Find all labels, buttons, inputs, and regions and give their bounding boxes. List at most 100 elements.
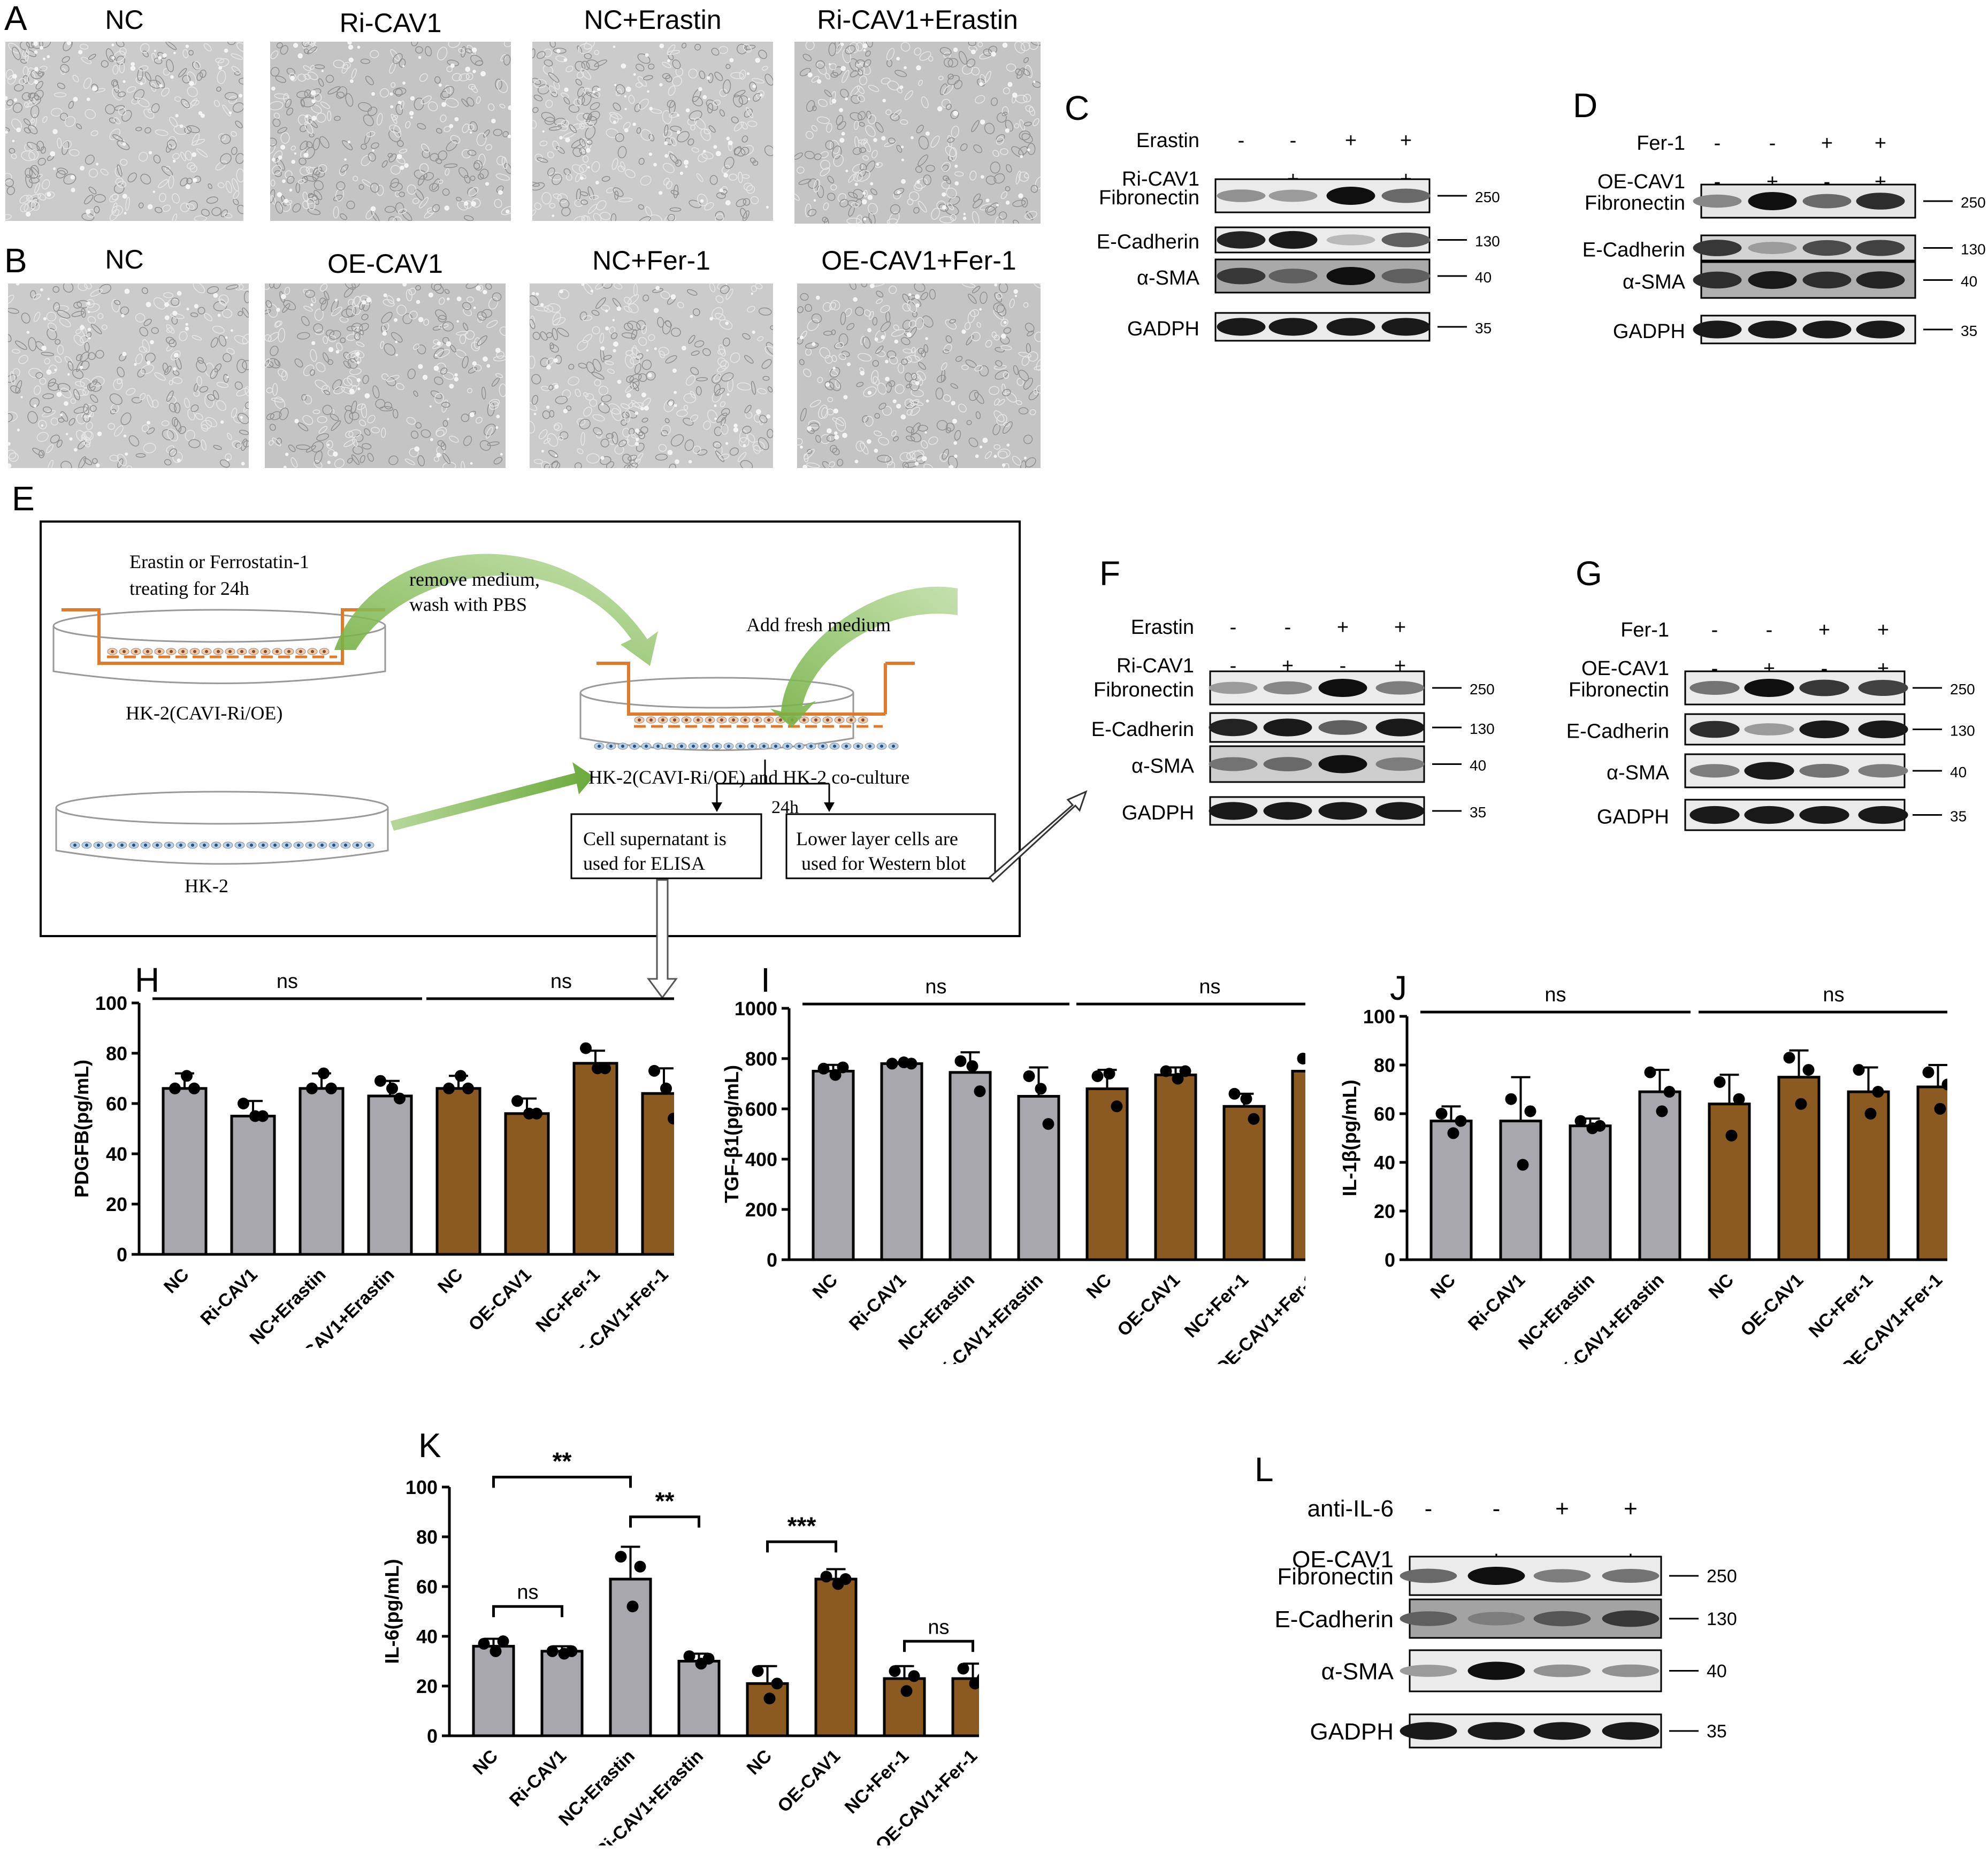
protein-label: Fibronectin: [1277, 1564, 1394, 1590]
data-point: [1517, 1159, 1529, 1171]
data-point: [462, 1082, 474, 1094]
data-point: [257, 1110, 269, 1122]
data-point: [1228, 1087, 1241, 1100]
dish-2: [55, 791, 389, 865]
data-point: [634, 1560, 646, 1573]
blot-band: [1400, 1722, 1457, 1740]
box-elisa: [570, 813, 762, 879]
mw-marker: 40: [1707, 1661, 1727, 1682]
treatment-sign: -: [1493, 1496, 1501, 1522]
mw-marker: 35: [1950, 808, 1967, 825]
cells-image: [794, 42, 1041, 224]
protein-label: E-Cadherin: [1582, 239, 1685, 262]
mw-marker: 40: [1470, 757, 1486, 774]
x-tick-label: Ri-CAV1: [506, 1746, 570, 1811]
bar: [230, 1115, 276, 1256]
blot-band: [1318, 679, 1367, 697]
box-western: [785, 813, 996, 879]
blot-band: [1744, 679, 1794, 697]
micrograph-a-nc-erastin: [532, 42, 773, 221]
cells-image: [530, 284, 773, 468]
bar: [812, 1070, 855, 1261]
data-point: [1644, 1066, 1656, 1078]
text-fresh: Add fresh medium: [746, 614, 891, 635]
data-point: [580, 1042, 592, 1054]
cells-image: [532, 42, 773, 221]
blot-band: [1858, 680, 1908, 696]
significance-label: ***: [787, 1512, 816, 1539]
text-step1-line1: Erastin or Ferrostatin-1: [129, 551, 309, 572]
bar: [814, 1577, 858, 1737]
data-point: [1248, 1113, 1260, 1125]
bar: [367, 1094, 413, 1256]
blot-band: [1318, 720, 1367, 735]
y-tick-label: 80: [416, 1526, 438, 1548]
text-arrow1-line2: wash with PBS: [409, 594, 527, 615]
blot-band: [1375, 681, 1425, 695]
dish-1: [52, 608, 386, 684]
arrow-green-3: [391, 762, 594, 831]
blot-band: [1375, 757, 1425, 771]
text-box1-line2: used for ELISA: [583, 853, 705, 874]
bar: [472, 1645, 515, 1737]
bar: [540, 1650, 584, 1737]
x-tick-label: Ri-CAV1+Erastin: [591, 1746, 707, 1845]
data-point: [1103, 1068, 1115, 1080]
treatment-sign: +: [1877, 619, 1889, 641]
schematic-frame: [40, 520, 1021, 937]
blot-band: [1400, 1611, 1457, 1626]
data-point: [829, 1069, 842, 1081]
mw-marker: 35: [1470, 804, 1486, 821]
blot-band: [1602, 1664, 1660, 1677]
micrograph-a-ri-cav1-erastin: [794, 42, 1041, 224]
blot-band: [1318, 802, 1367, 820]
data-point: [565, 1645, 578, 1657]
significance-label: **: [655, 1487, 675, 1515]
y-tick-label: 40: [106, 1143, 127, 1165]
significance-bracket: [903, 1640, 974, 1652]
blot-band: [1856, 320, 1905, 339]
significance-bracket: [766, 1540, 837, 1553]
data-point: [546, 1645, 559, 1657]
blot-band: [1602, 1610, 1660, 1627]
text-dish1: HK-2(CAVI-Ri/OE): [126, 702, 282, 724]
data-point: [908, 1670, 920, 1682]
text-dish2: HK-2: [185, 875, 228, 897]
data-point: [771, 1677, 783, 1690]
data-point: [374, 1075, 386, 1087]
treatment-sign: +: [1821, 132, 1833, 155]
text-arrow1-line1: remove medium,: [409, 569, 540, 590]
data-point: [1853, 1064, 1865, 1076]
data-point: [599, 1062, 611, 1075]
y-axis-label: TGF-β1(pg/mL): [721, 1065, 743, 1203]
treatment-sign: +: [1818, 619, 1830, 641]
blot-band: [1326, 267, 1375, 285]
y-tick-label: 100: [95, 992, 127, 1014]
protein-label: Fibronectin: [1569, 679, 1669, 701]
data-point: [615, 1551, 627, 1563]
significance-label: ns: [550, 974, 572, 993]
x-tick-label: NC: [1083, 1270, 1116, 1303]
protein-label: GADPH: [1597, 806, 1669, 829]
bar: [1569, 1124, 1612, 1261]
x-tick-label: NC: [1705, 1270, 1738, 1303]
y-tick-label: 800: [745, 1048, 777, 1070]
data-point: [1524, 1105, 1536, 1117]
data-point: [820, 1570, 832, 1583]
data-point: [443, 1082, 455, 1094]
blot-band: [1693, 320, 1742, 339]
micrograph-a-title-1: NC: [105, 5, 144, 35]
data-point: [1922, 1066, 1935, 1078]
blot-band: [1467, 1722, 1525, 1740]
mw-marker: 35: [1961, 323, 1977, 339]
bar: [1222, 1105, 1266, 1261]
blot-band: [1689, 806, 1740, 824]
y-axis-label: PDGFB(pg/mL): [71, 1060, 93, 1198]
data-point: [188, 1082, 200, 1094]
y-tick-label: 20: [106, 1193, 127, 1215]
data-point: [660, 1082, 672, 1094]
x-tick-label: NC: [434, 1265, 467, 1298]
micrograph-b-title-2: OE-CAV1: [327, 249, 443, 279]
